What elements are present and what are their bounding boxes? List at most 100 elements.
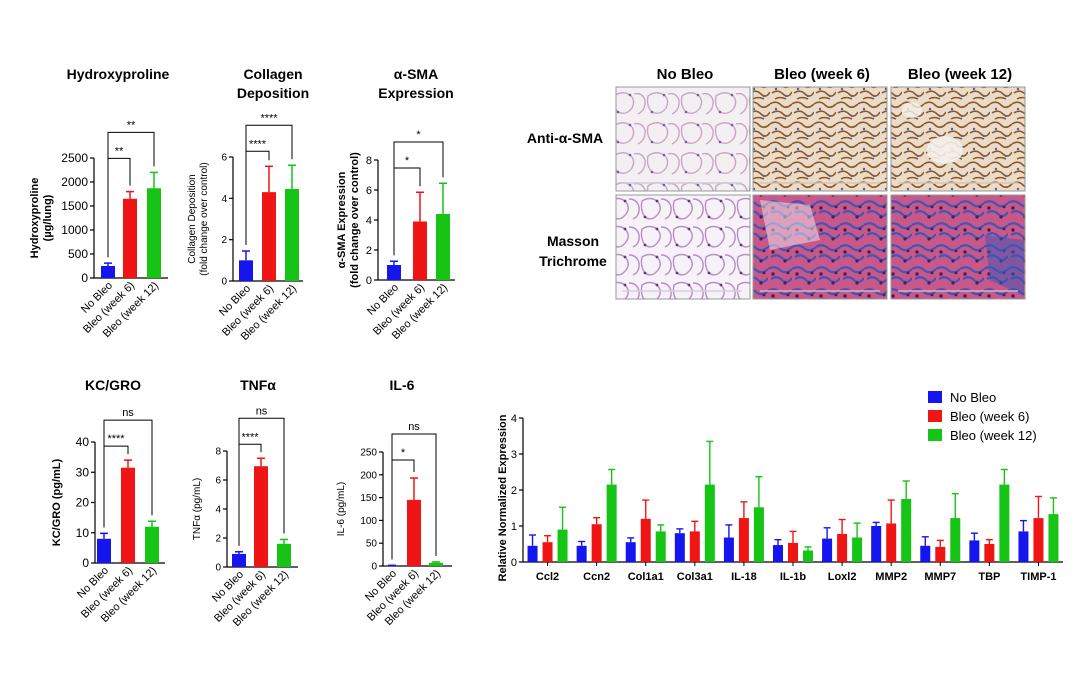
y-tick-label: 0 [371,562,377,573]
bar [591,524,602,562]
y-tick-label: 6 [215,476,221,487]
bar [655,531,666,562]
y-tick-label: 50 [366,539,378,550]
gene-expression-chart: Relative Normalized Expression 0 1 2 3 4 Ccl2 C… [497,390,1063,583]
chart-title: Deposition [237,85,309,101]
y-tick-label: 1000 [61,223,88,237]
x-tick-label: IL-1b [780,571,807,583]
y-tick-label: 2 [511,485,517,497]
y-tick-label: 8 [366,155,372,167]
histology-row-label: Anti-α-SMA [527,130,603,146]
bar [101,266,115,278]
bar [1033,518,1044,562]
x-tick-label: Col3a1 [677,571,713,583]
bar [852,537,863,562]
y-tick-label: 1 [511,521,517,533]
y-tick-label: 100 [360,516,377,527]
histology-col-label: No Bleo [657,66,714,83]
bar [277,543,291,567]
y-tick-label: 0 [215,563,221,574]
legend-label: No Bleo [950,390,996,405]
y-tick-label: 6 [366,185,372,197]
chart-title: α-SMA [394,66,438,82]
bar [871,526,882,562]
bar [689,531,700,562]
y-tick-label: 200 [360,470,377,481]
bar [123,198,137,278]
bar [738,518,749,562]
collagen-deposition-chart: Collagen Deposition Collagen Deposition (fo… [187,66,309,343]
x-tick-label: Loxl2 [828,571,857,583]
bar [145,526,159,563]
bar [999,484,1010,562]
y-tick-label: 2 [366,245,372,257]
bar [606,484,617,562]
y-tick-label: 2 [221,235,227,246]
chart-title: TNFα [240,377,276,393]
significance-label: * [405,155,410,167]
y-axis-label: IL-6 (pg/mL) [336,482,347,536]
significance-label: **** [249,138,267,150]
y-tick-label: 0 [221,277,227,288]
y-tick-label: 8 [215,447,221,458]
bar [935,546,946,562]
bar [239,260,253,281]
y-tick-label: 0 [82,556,89,570]
bar [1048,514,1059,562]
bar [803,550,813,562]
histology-row-label: Masson [547,233,599,249]
bar [984,544,995,562]
chart-title: Expression [378,85,453,101]
significance-bracket [238,417,285,546]
significance-label: ** [127,119,136,131]
significance-label: ns [122,407,134,419]
legend-swatch [928,410,942,422]
y-axis-label: TNFα (pg/mL) [192,478,203,540]
y-axis-label: Collagen Deposition [187,174,198,264]
bar [121,467,135,563]
significance-bracket [103,419,153,528]
significance-label: ns [256,405,268,417]
bar [969,540,980,562]
y-axis-label: Hydroxyproline [29,178,41,259]
x-tick-label: TIMP-1 [1020,571,1056,583]
significance-label: **** [260,112,278,124]
bar [788,542,798,562]
significance-label: **** [241,431,259,443]
x-tick-label: MMP7 [924,571,956,583]
chart-title: Hydroxyproline [67,66,170,82]
bar [413,221,427,280]
x-tick-label: Ccn2 [583,571,610,583]
y-tick-label: 6 [221,153,227,164]
bar [557,529,568,562]
x-tick-label: MMP2 [875,571,907,583]
bar [640,518,651,562]
significance-label: **** [107,433,125,445]
y-tick-label: 20 [76,496,90,510]
bar [429,562,443,566]
bar [147,188,161,278]
bar [1018,531,1029,562]
y-axis-label: α-SMA Expression [336,171,348,268]
bar [950,518,961,562]
micrograph-trichrome-no-bleo [615,194,751,300]
bar [576,545,587,562]
bar [753,507,764,562]
histology-panel: No Bleo Bleo (week 6) Bleo (week 12) Ant… [527,66,1026,300]
y-axis-label: (µg/lung) [42,194,54,241]
significance-bracket [107,131,155,258]
y-tick-label: 150 [360,493,377,504]
bar [723,537,734,562]
micrograph-sma-week6 [752,86,888,192]
significance-label: * [401,447,406,459]
significance-label: ns [408,421,420,433]
alpha-sma-chart: α-SMA Expression α-SMA Expression (fold cha… [336,66,455,342]
bar [542,542,553,562]
y-tick-label: 0 [81,271,88,285]
bar [674,533,685,562]
y-tick-label: 2500 [61,151,88,165]
y-axis-label: KC/GRO (pg/mL) [51,458,63,546]
micrograph-sma-no-bleo [615,86,751,192]
significance-bracket [393,141,444,256]
significance-label: ** [115,145,124,157]
